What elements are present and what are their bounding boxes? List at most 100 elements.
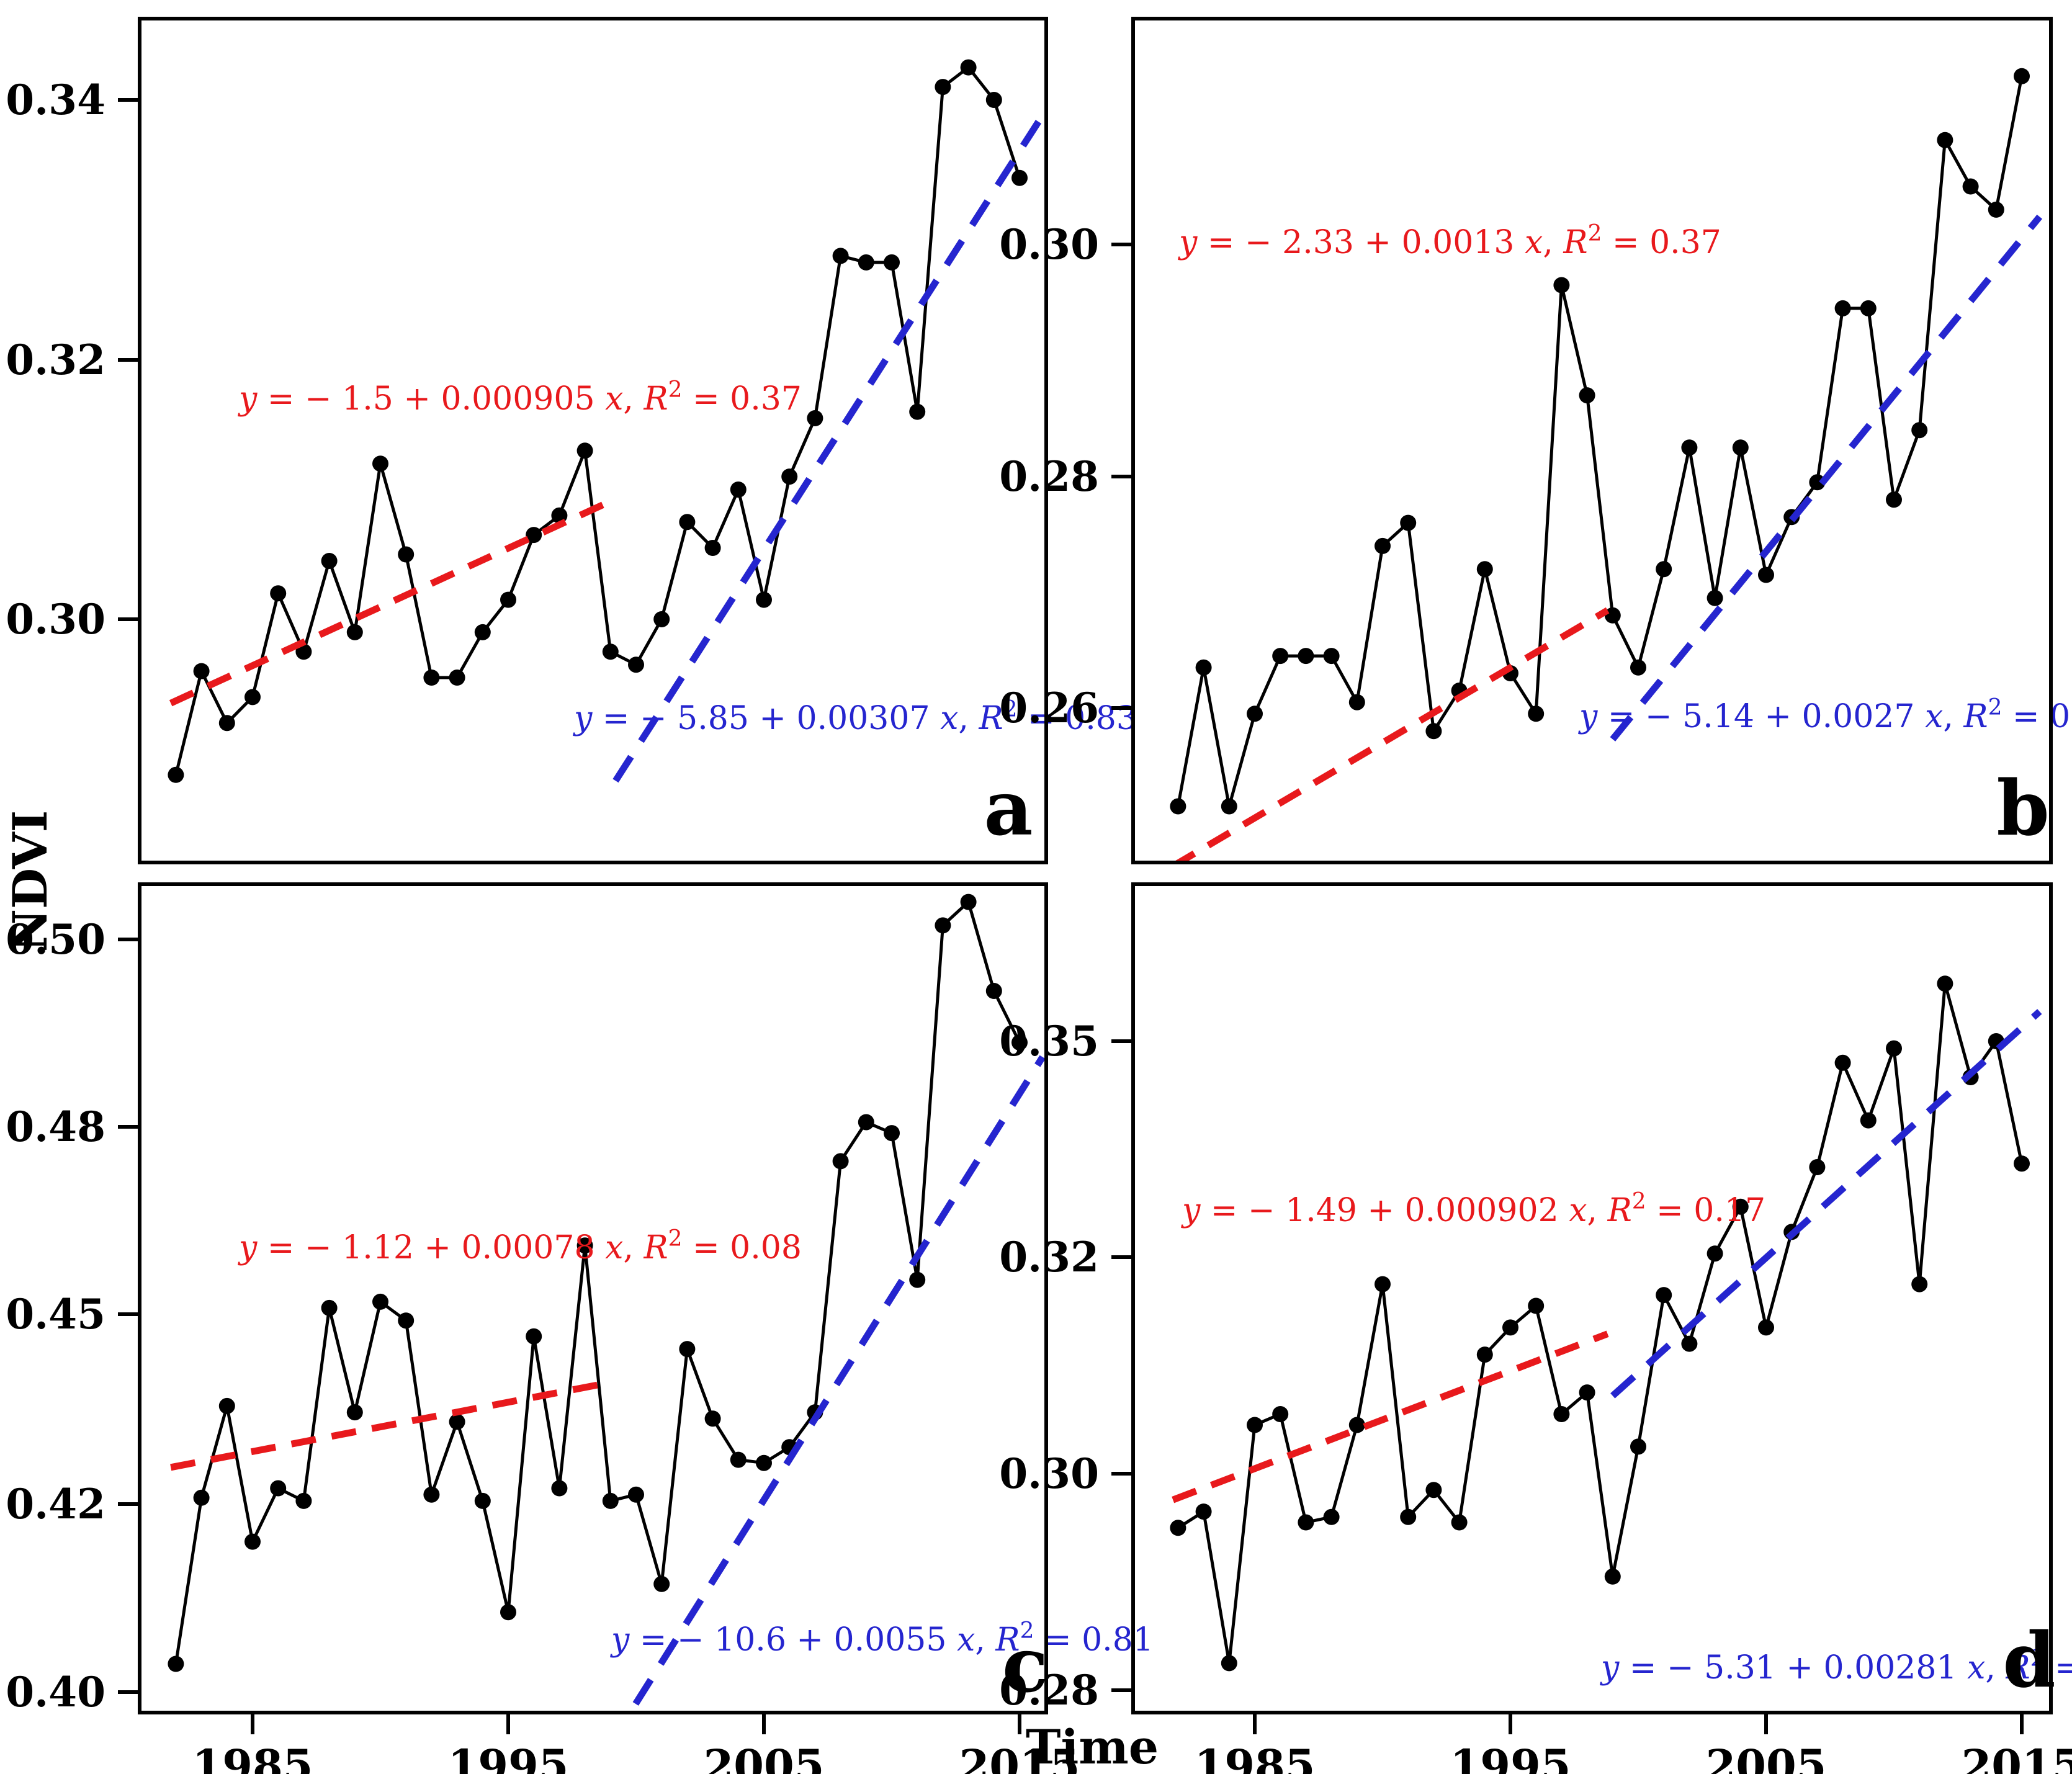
panel-b: 0.30 0.28 0.26 y = − 2.33 + 0.0013 x, R2 = …	[999, 17, 2072, 864]
data-point	[346, 1404, 363, 1421]
data-point	[602, 1492, 619, 1509]
data-point	[1681, 1335, 1698, 1352]
data-point	[423, 1486, 440, 1503]
data-point	[193, 663, 210, 679]
y-tick-label: 0.30	[999, 1449, 1099, 1498]
data-point	[2014, 68, 2030, 84]
data-point	[858, 254, 874, 271]
data-point	[1911, 422, 1928, 439]
early-period-fit-equation: y = − 1.5 + 0.000905 x, R2 = 0.37	[238, 377, 802, 418]
data-point	[1911, 1276, 1928, 1292]
panel-c: 0.50 0.48 0.45 0.42 0.40 1985 1995 2005 2015 y = …	[6, 882, 1154, 1774]
y-tick-label: 0.30	[999, 220, 1099, 269]
data-point	[321, 1299, 338, 1316]
data-point	[526, 1328, 542, 1345]
data-point	[1298, 1514, 1314, 1531]
data-point	[1375, 537, 1391, 554]
data-point	[1170, 1520, 1186, 1536]
late-period-fit-line	[1610, 214, 2043, 741]
data-point	[1937, 132, 1953, 148]
data-point	[653, 611, 670, 627]
late-period-fit-line	[626, 1055, 1046, 1713]
data-point	[2014, 1155, 2030, 1172]
data-point	[704, 1410, 721, 1427]
early-period-fit-equation: y = − 1.12 + 0.00078 x, R2 = 0.08	[238, 1226, 802, 1266]
data-point	[653, 1575, 670, 1592]
data-point	[500, 1604, 516, 1621]
x-axis-title: Time	[1026, 1719, 1159, 1774]
y-tick-label: 0.35	[999, 1017, 1099, 1065]
data-point	[628, 656, 644, 673]
data-point	[730, 482, 747, 498]
data-point	[576, 1237, 593, 1254]
data-point	[1476, 561, 1493, 578]
panels-group: 0.34 0.32 0.30 y = − 1.5 + 0.000905 x, R2 =…	[6, 17, 2072, 1774]
late-period-fit-equation: y = − 5.85 + 0.00307 x, R2 = 0.83	[573, 697, 1137, 737]
early-period-fit-equation: y = − 1.49 + 0.000902 x, R2 = 0.17	[1181, 1189, 1765, 1229]
data-point	[1247, 706, 1263, 722]
x-tick-label: 1995	[448, 1740, 569, 1774]
data-point	[1221, 798, 1237, 815]
y-tick-label: 0.32	[6, 336, 105, 384]
late-period-fit-equation: y = − 5.31 + 0.00281 x, R2 = 0.54	[1600, 1646, 2072, 1687]
data-point	[1400, 514, 1417, 531]
data-point	[398, 546, 415, 563]
ndvi-line	[1177, 983, 2024, 1664]
data-point	[1348, 1417, 1365, 1433]
y-tick-label: 0.48	[6, 1103, 105, 1151]
data-point	[1425, 1482, 1442, 1498]
data-point	[1809, 1159, 1826, 1175]
data-point	[1375, 1276, 1391, 1292]
y-tick-label: 0.28	[999, 1666, 1099, 1714]
data-point	[218, 1397, 235, 1414]
late-period-fit-equation: y = − 10.6 + 0.0055 x, R2 = 0.81	[610, 1618, 1154, 1659]
data-point	[781, 468, 798, 485]
data-point	[1758, 1319, 1774, 1336]
data-point	[1706, 1245, 1723, 1262]
data-point	[168, 1655, 184, 1672]
data-point	[704, 540, 721, 556]
data-point	[1758, 567, 1774, 583]
data-point	[449, 1413, 465, 1430]
panel-a: 0.34 0.32 0.30 y = − 1.5 + 0.000905 x, R2 =…	[6, 17, 1137, 864]
data-point	[909, 403, 926, 420]
data-point	[551, 1480, 568, 1497]
data-point	[679, 1341, 696, 1358]
data-point	[1011, 169, 1028, 186]
data-point	[1400, 1508, 1417, 1525]
late-period-fit-line	[1610, 1009, 2042, 1399]
data-point	[1706, 589, 1723, 606]
data-point	[832, 1153, 849, 1170]
ndvi-line	[1176, 76, 2024, 807]
data-point	[1195, 1503, 1212, 1520]
data-point	[1886, 1040, 1902, 1057]
data-point	[756, 591, 772, 608]
data-point	[628, 1486, 644, 1503]
y-tick-label: 0.34	[6, 76, 105, 124]
data-point	[1834, 300, 1851, 316]
data-point	[1298, 648, 1314, 665]
x-tick-label: 2015	[1962, 1740, 2072, 1774]
data-point	[500, 591, 516, 608]
data-point	[1221, 1655, 1237, 1672]
panel-label-c: c	[1002, 1620, 1048, 1709]
data-point	[1272, 648, 1289, 665]
data-point	[1732, 439, 1749, 456]
data-point	[1502, 1319, 1518, 1336]
data-point	[1681, 439, 1698, 456]
y-tick-label: 0.28	[999, 452, 1099, 501]
data-point	[1451, 1514, 1468, 1531]
x-tick-label: 2015	[959, 1740, 1080, 1774]
y-axis-title: NDVI	[2, 810, 58, 952]
series-d	[1170, 975, 2030, 1672]
early-period-fit-line	[1172, 607, 1610, 862]
data-point	[270, 585, 287, 602]
data-point	[193, 1489, 210, 1506]
y-tick-label: 0.32	[999, 1233, 1099, 1281]
panel-border	[1131, 17, 2053, 864]
data-point	[807, 410, 823, 426]
data-point	[1476, 1346, 1493, 1363]
panel-label-d: d	[2002, 1615, 2055, 1705]
